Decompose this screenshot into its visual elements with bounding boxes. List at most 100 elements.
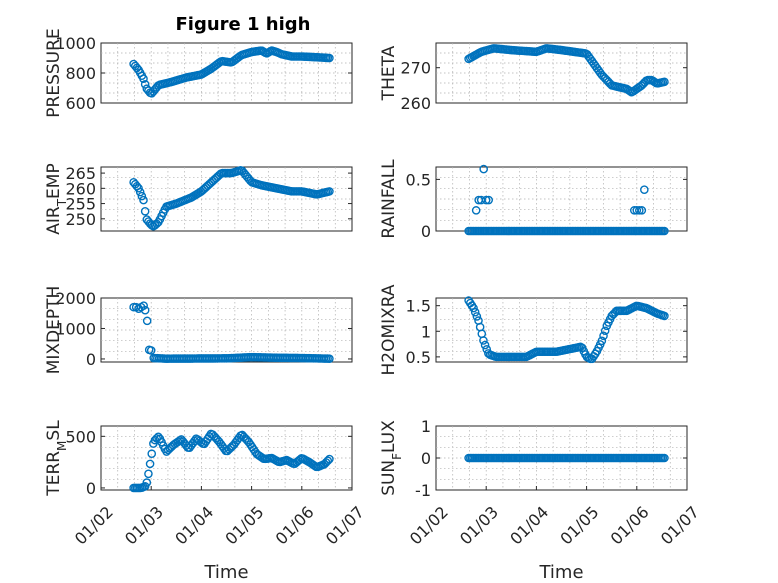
ylabel-main: SUN [379,460,399,496]
rainfall-points [464,164,669,236]
theta-points [464,44,669,97]
x-tick-label: 01/07 [322,502,368,548]
mixdepth-ylabel: MIXDEPTH [44,286,64,375]
figure-title: Figure 1 high [176,14,311,35]
data-point [323,456,333,466]
data-point [325,187,334,196]
x-tick-label: 01/04 [171,502,217,548]
x-tick-label: 01/02 [71,502,117,548]
x-tick-label: 01/05 [221,502,267,548]
h2omixra-points [464,296,669,364]
data-point [597,336,607,346]
data-point [135,187,145,197]
ylabel-main: PRESSURE [44,28,64,117]
x-tick-label: 01/05 [556,502,602,548]
sun-f-ylabel: SUNFLUX [379,420,404,496]
ylabel-subscript: T [55,198,69,207]
terr-m-ylabel: TERRMSL [44,420,69,497]
air-t-ylabel: AIRTEMP [44,163,69,234]
ylabel-main: H2OMIXRA [379,284,399,375]
y-tick-label: 1 [421,322,431,341]
ylabel-tail: LUX [379,420,399,453]
data-point [144,469,153,479]
y-tick-label: 255 [65,195,96,214]
h2omixra-ylabel: H2OMIXRA [379,284,399,375]
subplot-h2omixra: 0.5 1 1.5 H2OMIXRA [379,284,688,376]
x-tick-label: 01/03 [121,502,167,548]
data-point [139,195,148,205]
y-tick-label: 800 [65,64,96,83]
ylabel-subscript: F [390,453,404,460]
x-tick-label: 01/06 [607,502,653,548]
data-point [660,453,669,463]
air-t-points [129,166,334,231]
y-tick-label: 250 [65,210,96,229]
y-tick-label: 260 [65,179,96,198]
rainfall-ylabel: RAINFALL [379,159,399,239]
ylabel-tail: SL [44,420,64,441]
data-point [139,301,148,310]
data-point [599,331,608,341]
data-point [140,305,150,315]
data-point [635,206,644,215]
y-tick-label: 260 [400,94,431,113]
x-tick-label: 01/04 [506,502,552,548]
y-tick-label: 0.5 [406,348,431,367]
air-t-grid [101,167,352,231]
ylabel-main: AIR [44,206,64,235]
data-point [479,336,488,345]
y-tick-label: 2000 [55,289,96,308]
sun-f-xlabel: Time [538,562,583,583]
ylabel-main: MIXDEPTH [44,286,64,375]
y-tick-label: 270 [400,59,431,78]
x-tick-label: 01/02 [406,502,452,548]
data-point [325,53,334,63]
y-tick-label: 1000 [55,34,96,53]
ylabel-main: TERR [44,451,64,497]
data-point [660,226,669,236]
data-point [325,454,334,464]
data-point [142,478,152,487]
y-tick-label: 1.5 [406,297,431,316]
x-tick-label: 01/07 [657,502,703,548]
y-tick-label: 1000 [55,319,96,338]
pressure-ylabel: PRESSURE [44,28,64,117]
y-tick-label: 0 [421,449,431,468]
data-point [325,354,334,363]
data-point [140,206,150,216]
data-point [660,311,669,321]
data-point [470,307,480,317]
terr-m-xlabel: Time [203,562,248,583]
data-point [147,449,157,459]
data-point [484,195,494,205]
pressure-points [129,46,334,98]
data-point [600,326,610,336]
data-point [137,191,147,201]
data-point [140,79,150,89]
x-tick-label: 01/06 [272,502,318,548]
data-point [632,206,642,215]
data-point [480,340,490,350]
data-point [146,346,156,355]
data-point [637,206,647,215]
y-tick-label: -1 [415,481,431,500]
subplot-terr-msl: 0 500 01/02 01/03 01/04 01/05 01/06 01/07 TERRMS… [44,420,368,583]
data-point [471,206,481,215]
data-point [479,164,488,174]
rainfall-grid [436,167,687,231]
x-tick-label: 01/03 [456,502,502,548]
data-point [134,183,143,193]
y-tick-label: 0 [86,479,96,498]
data-point [139,74,148,83]
ylabel-main: RAINFALL [379,159,399,239]
data-point [145,459,155,469]
ylabel-main: THETA [379,45,399,101]
mixdepth-grid [101,298,352,362]
data-point [472,312,482,321]
data-point [469,303,478,313]
sun-f-points [464,453,669,463]
